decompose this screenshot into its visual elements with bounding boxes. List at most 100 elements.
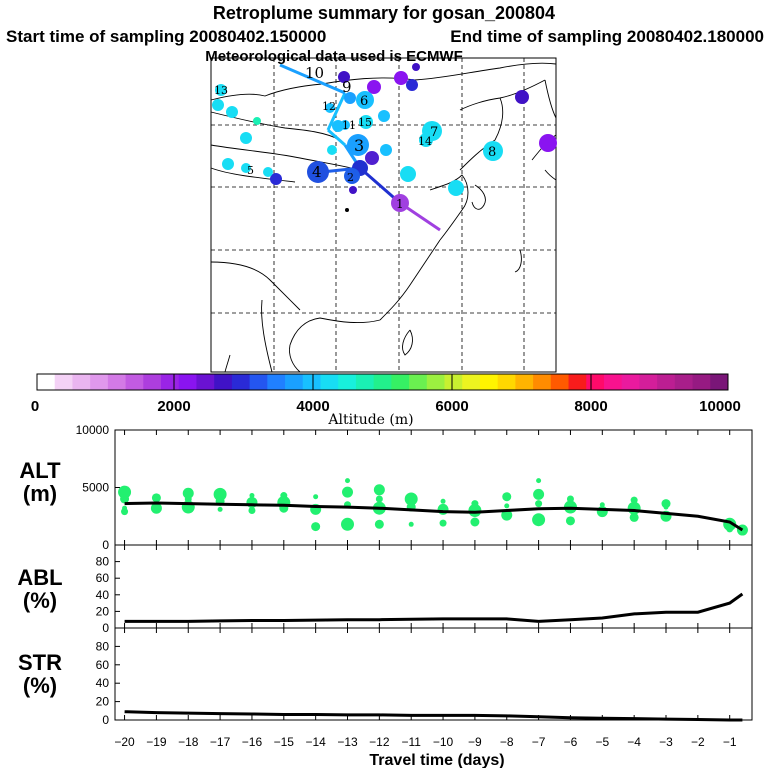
- str-line: [124, 710, 743, 722]
- alt-scatter-point: [566, 495, 574, 503]
- colorbar-swatch: [355, 374, 375, 390]
- y-tick-label: 40: [96, 676, 110, 690]
- x-tick-label: −8: [500, 735, 514, 749]
- plume-label: 14: [418, 135, 432, 148]
- x-tick-label: −1: [723, 735, 737, 749]
- plume-label: 11: [342, 119, 356, 132]
- plume-point: [483, 141, 503, 161]
- plume-point: [400, 166, 416, 182]
- colorbar-swatch: [444, 374, 463, 390]
- x-tick-label: −9: [468, 735, 482, 749]
- plume-point: [325, 103, 335, 113]
- colorbar-swatch: [302, 374, 321, 390]
- alt-scatter-point: [313, 494, 319, 500]
- alt-scatter-point: [437, 503, 449, 515]
- plume-point: [448, 180, 464, 196]
- plume-point: [344, 92, 356, 104]
- alt-scatter-point: [249, 493, 255, 499]
- alt-scatter-point: [471, 500, 479, 508]
- alt-scatter-point: [599, 502, 605, 508]
- alt-scatter-point: [311, 522, 321, 532]
- x-tick-label: −20: [114, 735, 135, 749]
- alt-scatter-point: [627, 501, 641, 515]
- x-tick-label: −13: [337, 735, 358, 749]
- panel-labels: ALT (m) ABL (%) STR (%): [17, 458, 62, 698]
- alt-label-line1: ALT: [19, 458, 61, 483]
- alt-scatter-point: [533, 488, 545, 500]
- colorbar-swatch: [249, 374, 268, 390]
- alt-scatter-point: [182, 487, 194, 499]
- alt-label-line2: (m): [23, 481, 57, 506]
- y-tick-label: 80: [96, 639, 110, 653]
- plume-point: [344, 168, 360, 184]
- x-tick-label: −18: [178, 735, 199, 749]
- str-label-line2: (%): [23, 673, 57, 698]
- plume-point: [365, 151, 379, 165]
- x-tick-label: −2: [691, 735, 705, 749]
- colorbar-swatch: [90, 374, 109, 390]
- alt-scatter-point: [151, 493, 161, 503]
- x-tick-label: −16: [242, 735, 263, 749]
- alt-scatter-point: [342, 486, 354, 498]
- y-tick-label: 0: [102, 713, 109, 727]
- plume-label: 8: [488, 145, 496, 160]
- colorbar-swatch: [409, 374, 428, 390]
- abl-line: [124, 592, 744, 623]
- alt-scatter-point: [470, 517, 480, 527]
- plume-label: 2: [347, 171, 354, 184]
- abl-label-line2: (%): [23, 588, 57, 613]
- alt-scatter-point: [375, 495, 383, 503]
- colorbar-swatch: [497, 374, 516, 390]
- y-tick-label: 80: [96, 555, 110, 569]
- y-tick-label: 60: [96, 571, 110, 585]
- alt-scatter-point: [121, 508, 129, 516]
- x-tick-label: −10: [433, 735, 454, 749]
- coastlines: [210, 62, 557, 373]
- plume-point: [515, 90, 529, 104]
- plume-point: [222, 158, 234, 170]
- alt-mean-line: [124, 501, 744, 532]
- x-tick-label: −7: [532, 735, 546, 749]
- plume-point: [263, 167, 273, 177]
- y-tick-label: 60: [96, 658, 110, 672]
- x-tick-label: −17: [210, 735, 231, 749]
- plume-label: 6: [360, 94, 368, 109]
- plume-point: [338, 71, 350, 83]
- colorbar-swatch: [621, 374, 640, 390]
- colorbar-swatch: [196, 374, 215, 390]
- colorbar-swatch: [72, 374, 91, 390]
- colorbar-swatch: [267, 374, 286, 390]
- colorbar-swatch: [515, 374, 534, 390]
- chart-title: Retroplume summary for gosan_200804: [213, 3, 555, 23]
- alt-scatter-point: [440, 498, 446, 504]
- alt-scatter-point: [408, 521, 414, 527]
- plume-label: 7: [430, 125, 438, 140]
- y-tick-label: 20: [96, 695, 110, 709]
- plume-point: [394, 71, 408, 85]
- alt-scatter-point: [630, 496, 638, 504]
- plume-label: 12: [322, 100, 336, 113]
- plume-point: [356, 91, 374, 109]
- colorbar-swatch: [479, 374, 499, 390]
- plume-label: 10: [305, 64, 324, 82]
- plume-point: [240, 132, 252, 144]
- y-tick-label: 0: [102, 538, 109, 552]
- x-axis-label: Travel time (days): [369, 752, 504, 768]
- colorbar-swatch: [231, 374, 251, 390]
- colorbar-swatch: [285, 374, 304, 390]
- plume-point: [412, 63, 420, 71]
- plume-point: [340, 120, 350, 130]
- plume-point: [307, 161, 329, 183]
- alt-scatter-point: [504, 503, 510, 509]
- y-tick-label: 5000: [82, 481, 109, 495]
- x-tick-label: −3: [659, 735, 673, 749]
- colorbar-tick-label: 4000: [296, 398, 329, 415]
- colorbar-ticks: 0 2000 4000 6000 8000 10000: [31, 398, 741, 415]
- colorbar-swatch: [338, 374, 357, 390]
- plume-label: 5: [247, 164, 254, 177]
- alt-scatter-point: [661, 499, 671, 509]
- plume-point: [380, 144, 392, 156]
- colorbar-axis-label: Altitude (m): [327, 412, 413, 428]
- alt-scatter-point: [374, 519, 384, 529]
